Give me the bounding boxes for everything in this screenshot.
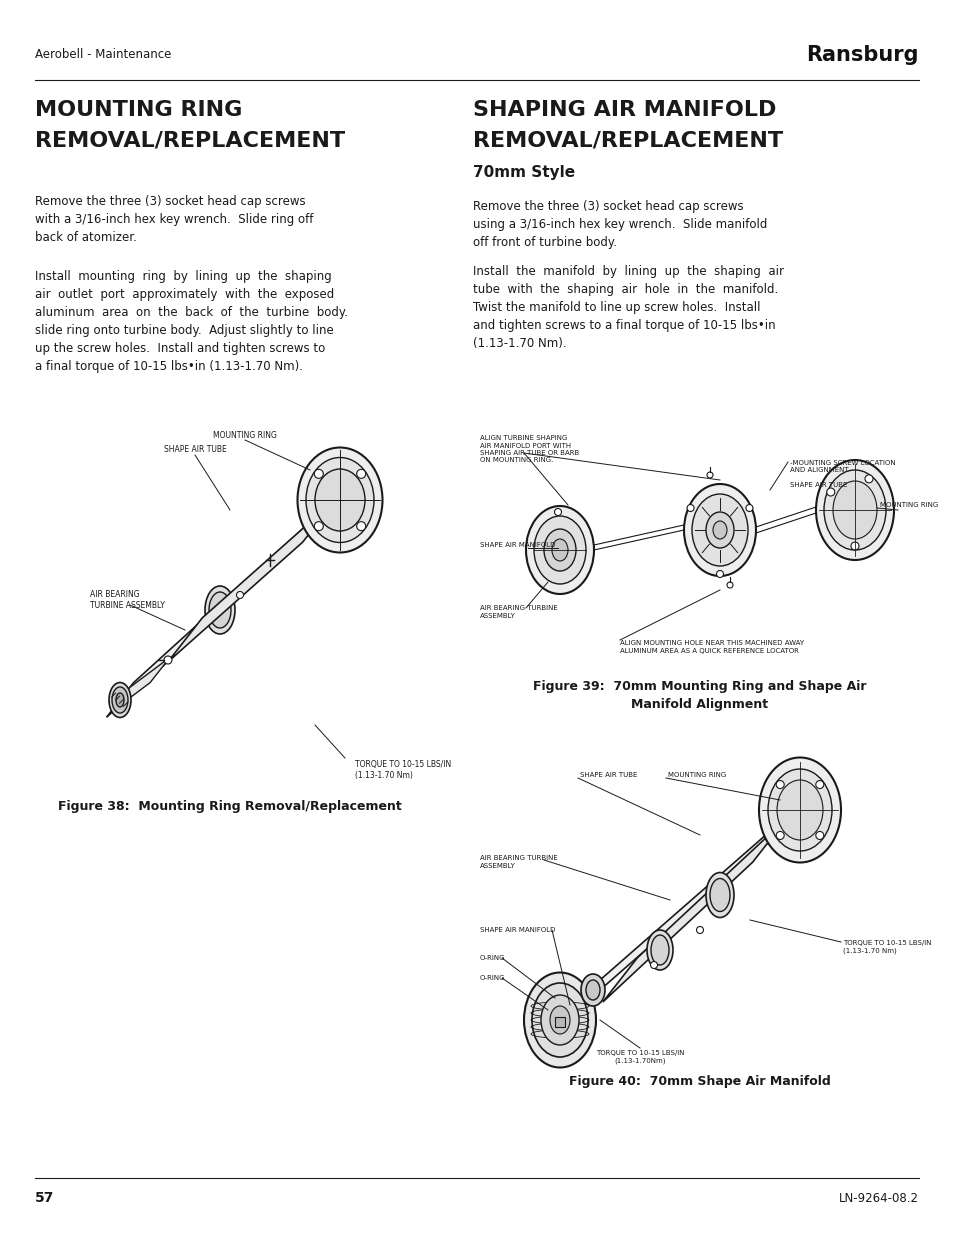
Text: SHAPE AIR TUBE: SHAPE AIR TUBE	[579, 772, 637, 778]
Ellipse shape	[712, 521, 726, 538]
Text: 57: 57	[35, 1191, 54, 1205]
Text: TORQUE TO 10-15 LBS/IN
(1.13-1.70 Nm): TORQUE TO 10-15 LBS/IN (1.13-1.70 Nm)	[842, 940, 930, 953]
Text: Install  mounting  ring  by  lining  up  the  shaping
air  outlet  port  approxi: Install mounting ring by lining up the s…	[35, 270, 348, 373]
Ellipse shape	[646, 930, 672, 969]
Ellipse shape	[815, 459, 893, 559]
Ellipse shape	[209, 592, 231, 629]
Circle shape	[696, 926, 702, 934]
Text: O-RING: O-RING	[479, 974, 505, 981]
Circle shape	[776, 831, 783, 840]
Text: Figure 39:  70mm Mounting Ring and Shape Air: Figure 39: 70mm Mounting Ring and Shape …	[533, 680, 866, 693]
Text: Figure 38:  Mounting Ring Removal/Replacement: Figure 38: Mounting Ring Removal/Replace…	[58, 800, 401, 813]
Text: SHAPE AIR TUBE: SHAPE AIR TUBE	[789, 482, 846, 488]
Circle shape	[686, 505, 694, 511]
Ellipse shape	[683, 484, 755, 576]
Text: Remove the three (3) socket head cap screws
using a 3/16-inch hex key wrench.  S: Remove the three (3) socket head cap scr…	[473, 200, 766, 249]
Text: LN-9264-08.2: LN-9264-08.2	[838, 1192, 918, 1204]
Ellipse shape	[525, 506, 594, 594]
Ellipse shape	[306, 457, 374, 542]
Ellipse shape	[543, 529, 576, 571]
Text: Ransburg: Ransburg	[805, 44, 918, 65]
Circle shape	[815, 831, 823, 840]
Circle shape	[356, 469, 365, 478]
Circle shape	[356, 521, 365, 531]
Ellipse shape	[297, 447, 382, 552]
Circle shape	[164, 656, 172, 664]
Ellipse shape	[523, 972, 596, 1067]
Ellipse shape	[585, 981, 599, 1000]
Text: Figure 40:  70mm Shape Air Manifold: Figure 40: 70mm Shape Air Manifold	[569, 1074, 830, 1088]
Ellipse shape	[552, 538, 567, 561]
Circle shape	[650, 962, 657, 968]
Ellipse shape	[691, 494, 747, 566]
Ellipse shape	[823, 471, 885, 550]
Ellipse shape	[580, 974, 604, 1007]
Ellipse shape	[832, 480, 876, 538]
Text: AIR BEARING TURBINE
ASSEMBLY: AIR BEARING TURBINE ASSEMBLY	[479, 605, 558, 619]
Circle shape	[864, 474, 872, 483]
FancyBboxPatch shape	[555, 1016, 564, 1028]
Circle shape	[826, 488, 834, 496]
Text: MOUNTING RING: MOUNTING RING	[213, 431, 276, 440]
Text: REMOVAL/REPLACEMENT: REMOVAL/REPLACEMENT	[473, 130, 782, 149]
Text: Aerobell - Maintenance: Aerobell - Maintenance	[35, 48, 172, 62]
Text: O-RING: O-RING	[479, 955, 505, 961]
Ellipse shape	[759, 757, 841, 862]
Ellipse shape	[650, 935, 668, 965]
Text: AIR BEARING
TURBINE ASSEMBLY: AIR BEARING TURBINE ASSEMBLY	[90, 590, 165, 610]
Circle shape	[314, 521, 323, 531]
Text: -MOUNTING SCREW LOCATION
AND ALIGNMENT: -MOUNTING SCREW LOCATION AND ALIGNMENT	[789, 459, 895, 473]
Ellipse shape	[705, 872, 733, 918]
Text: SHAPING AIR MANIFOLD: SHAPING AIR MANIFOLD	[473, 100, 776, 120]
Ellipse shape	[540, 995, 578, 1045]
Polygon shape	[110, 657, 170, 713]
Ellipse shape	[534, 516, 585, 584]
Circle shape	[850, 542, 858, 550]
Text: AIR BEARING TURBINE
ASSEMBLY: AIR BEARING TURBINE ASSEMBLY	[479, 855, 558, 868]
Polygon shape	[107, 483, 354, 718]
Ellipse shape	[709, 878, 729, 911]
Circle shape	[716, 571, 722, 578]
Text: SHAPE AIR MANIFOLD: SHAPE AIR MANIFOLD	[479, 927, 555, 932]
Text: MOUNTING RING: MOUNTING RING	[879, 501, 937, 508]
Text: SHAPE AIR TUBE: SHAPE AIR TUBE	[164, 446, 226, 454]
Text: REMOVAL/REPLACEMENT: REMOVAL/REPLACEMENT	[35, 130, 345, 149]
Ellipse shape	[532, 983, 587, 1057]
Ellipse shape	[109, 683, 131, 718]
Circle shape	[314, 469, 323, 478]
Circle shape	[745, 505, 752, 511]
Ellipse shape	[705, 513, 733, 548]
Text: 70mm Style: 70mm Style	[473, 165, 575, 180]
Text: TORQUE TO 10-15 LBS/IN
(1.13-1.70 Nm): TORQUE TO 10-15 LBS/IN (1.13-1.70 Nm)	[355, 760, 451, 781]
Ellipse shape	[314, 469, 365, 531]
Text: ALIGN MOUNTING HOLE NEAR THIS MACHINED AWAY
ALUMINUM AREA AS A QUICK REFERENCE L: ALIGN MOUNTING HOLE NEAR THIS MACHINED A…	[619, 640, 803, 653]
Ellipse shape	[112, 687, 128, 713]
Text: ALIGN TURBINE SHAPING
AIR MANIFOLD PORT WITH
SHAPING AIR TUBE OR BARB
ON MOUNTIN: ALIGN TURBINE SHAPING AIR MANIFOLD PORT …	[479, 435, 578, 463]
Text: SHAPE AIR MANIFOLD: SHAPE AIR MANIFOLD	[479, 542, 555, 548]
Ellipse shape	[116, 693, 124, 706]
Text: Manifold Alignment: Manifold Alignment	[631, 698, 768, 711]
Ellipse shape	[776, 781, 822, 840]
Circle shape	[815, 781, 823, 788]
Ellipse shape	[205, 585, 234, 634]
Polygon shape	[602, 818, 786, 1002]
Circle shape	[776, 781, 783, 788]
Circle shape	[726, 582, 732, 588]
Text: Remove the three (3) socket head cap screws
with a 3/16-inch hex key wrench.  Sl: Remove the three (3) socket head cap scr…	[35, 195, 313, 245]
Circle shape	[554, 509, 561, 515]
Polygon shape	[547, 794, 811, 1036]
Circle shape	[706, 472, 712, 478]
Polygon shape	[168, 498, 336, 662]
Text: MOUNTING RING: MOUNTING RING	[35, 100, 242, 120]
Text: Install  the  manifold  by  lining  up  the  shaping  air
tube  with  the  shapi: Install the manifold by lining up the sh…	[473, 266, 783, 350]
Circle shape	[236, 592, 243, 599]
Text: MOUNTING RING: MOUNTING RING	[667, 772, 725, 778]
Text: TORQUE TO 10-15 LBS/IN
(1.13-1.70Nm): TORQUE TO 10-15 LBS/IN (1.13-1.70Nm)	[595, 1050, 683, 1065]
Ellipse shape	[550, 1007, 569, 1034]
Ellipse shape	[767, 769, 831, 851]
